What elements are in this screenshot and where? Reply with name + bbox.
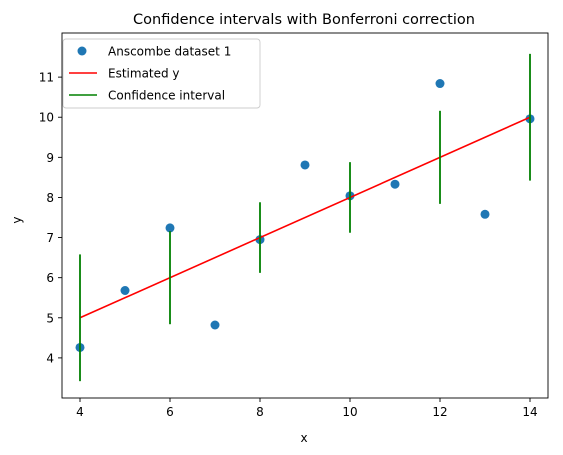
y-tick-label: 4 — [46, 351, 54, 365]
legend-marker-scatter — [77, 46, 87, 56]
y-axis: 4 5 6 7 8 9 10 11 — [39, 71, 62, 365]
chart-title: Confidence intervals with Bonferroni cor… — [133, 12, 475, 28]
y-tick-label: 9 — [46, 151, 54, 165]
x-tick-label: 12 — [432, 405, 447, 419]
x-tick-label: 4 — [76, 405, 84, 419]
y-axis-label: y — [10, 216, 24, 223]
scatter-point — [120, 286, 130, 296]
y-tick-label: 10 — [39, 111, 54, 125]
scatter-point — [390, 179, 400, 189]
legend-label-errorbar: Confidence interval — [108, 89, 225, 103]
x-tick-label: 10 — [342, 405, 357, 419]
plot-area — [75, 53, 535, 382]
scatter-point — [165, 223, 175, 233]
legend: Anscombe dataset 1 Estimated y Confidenc… — [62, 38, 261, 109]
legend-label-line: Estimated y — [108, 67, 180, 81]
y-tick-label: 8 — [46, 191, 54, 205]
y-tick-label: 5 — [46, 311, 54, 325]
x-axis: 4 6 8 10 12 14 — [76, 398, 538, 419]
x-axis-label: x — [300, 431, 307, 445]
scatter-point — [435, 79, 445, 89]
scatter-point — [210, 320, 220, 330]
legend-label-scatter: Anscombe dataset 1 — [108, 45, 231, 59]
x-tick-label: 6 — [166, 405, 174, 419]
y-tick-label: 11 — [39, 71, 54, 85]
scatter-point — [300, 160, 310, 170]
legend-frame — [62, 38, 261, 109]
axes-frame — [61, 32, 549, 399]
y-tick-label: 7 — [46, 231, 54, 245]
y-tick-label: 6 — [46, 271, 54, 285]
x-tick-label: 14 — [522, 405, 537, 419]
scatter-point — [480, 209, 490, 219]
x-tick-label: 8 — [256, 405, 264, 419]
estimated-y-line — [79, 116, 531, 319]
